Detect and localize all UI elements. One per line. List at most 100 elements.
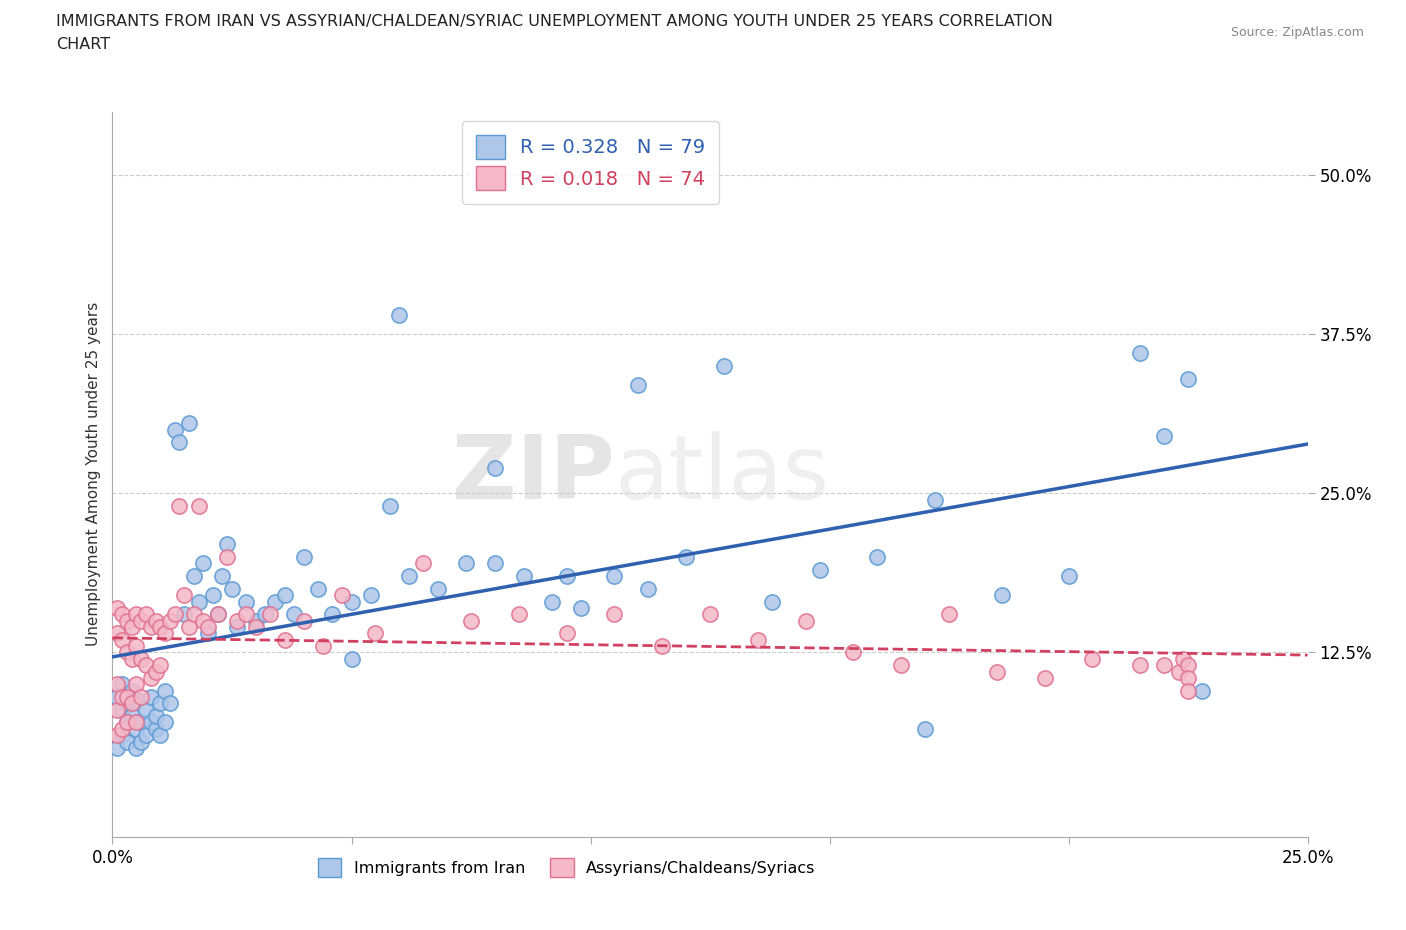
Point <box>135 607 157 622</box>
Point <box>111 632 134 647</box>
Point <box>177 416 200 431</box>
Point <box>866 550 889 565</box>
Point <box>145 709 167 724</box>
Point <box>378 498 401 513</box>
Point <box>398 568 420 583</box>
Point <box>1177 671 1199 685</box>
Point <box>330 588 353 603</box>
Text: IMMIGRANTS FROM IRAN VS ASSYRIAN/CHALDEAN/SYRIAC UNEMPLOYMENT AMONG YOUTH UNDER : IMMIGRANTS FROM IRAN VS ASSYRIAN/CHALDEA… <box>56 14 1053 29</box>
Point <box>990 588 1012 603</box>
Point <box>129 651 152 666</box>
Point <box>1177 684 1199 698</box>
Point <box>115 689 138 704</box>
Point <box>364 626 387 641</box>
Point <box>149 696 172 711</box>
Point <box>105 689 128 704</box>
Point <box>173 588 195 603</box>
Point <box>1173 651 1195 666</box>
Point <box>177 619 200 634</box>
Point <box>842 645 865 660</box>
Point <box>125 677 148 692</box>
Text: atlas: atlas <box>614 431 830 518</box>
Point <box>121 709 143 724</box>
Point <box>173 607 195 622</box>
Point <box>129 715 152 730</box>
Point <box>938 607 960 622</box>
Point <box>225 619 247 634</box>
Point <box>187 594 209 609</box>
Point <box>1129 346 1152 361</box>
Point <box>193 613 215 628</box>
Point <box>484 460 506 475</box>
Point <box>360 588 382 603</box>
Point <box>121 619 143 634</box>
Point <box>273 588 295 603</box>
Point <box>135 658 157 672</box>
Point <box>292 613 315 628</box>
Point <box>129 734 152 749</box>
Point <box>211 568 233 583</box>
Point <box>105 728 128 743</box>
Point <box>105 702 128 717</box>
Point <box>111 689 134 704</box>
Point <box>512 568 534 583</box>
Point <box>111 677 134 692</box>
Point <box>207 607 229 622</box>
Point <box>235 607 257 622</box>
Point <box>627 378 650 392</box>
Point <box>111 607 134 622</box>
Point <box>197 619 219 634</box>
Point <box>125 722 148 737</box>
Point <box>125 692 148 707</box>
Point <box>1177 371 1199 386</box>
Point <box>259 607 281 622</box>
Point <box>135 702 157 717</box>
Point <box>145 722 167 737</box>
Point <box>145 613 167 628</box>
Point <box>508 607 530 622</box>
Point <box>808 563 831 578</box>
Point <box>794 613 817 628</box>
Point <box>388 308 411 323</box>
Point <box>183 607 205 622</box>
Point <box>111 722 134 737</box>
Point <box>914 722 936 737</box>
Point <box>1153 658 1175 672</box>
Point <box>245 613 267 628</box>
Point <box>225 613 247 628</box>
Point <box>637 581 659 596</box>
Point <box>254 607 277 622</box>
Point <box>713 359 735 374</box>
Point <box>1081 651 1104 666</box>
Point <box>283 607 305 622</box>
Point <box>153 684 176 698</box>
Point <box>105 601 128 616</box>
Point <box>115 715 138 730</box>
Point <box>121 696 143 711</box>
Point <box>412 556 434 571</box>
Point <box>139 715 162 730</box>
Point <box>115 715 138 730</box>
Point <box>1057 568 1080 583</box>
Point <box>135 728 157 743</box>
Point <box>125 715 148 730</box>
Point <box>217 537 239 551</box>
Point <box>145 664 167 679</box>
Point <box>569 601 592 616</box>
Point <box>603 607 626 622</box>
Point <box>460 613 482 628</box>
Point <box>340 594 363 609</box>
Point <box>169 435 191 450</box>
Point <box>121 684 143 698</box>
Point <box>699 607 721 622</box>
Point <box>197 626 219 641</box>
Point <box>603 568 626 583</box>
Point <box>340 651 363 666</box>
Point <box>307 581 329 596</box>
Point <box>312 639 335 654</box>
Point <box>1129 658 1152 672</box>
Point <box>139 671 162 685</box>
Point <box>675 550 697 565</box>
Point <box>273 632 295 647</box>
Point <box>149 658 172 672</box>
